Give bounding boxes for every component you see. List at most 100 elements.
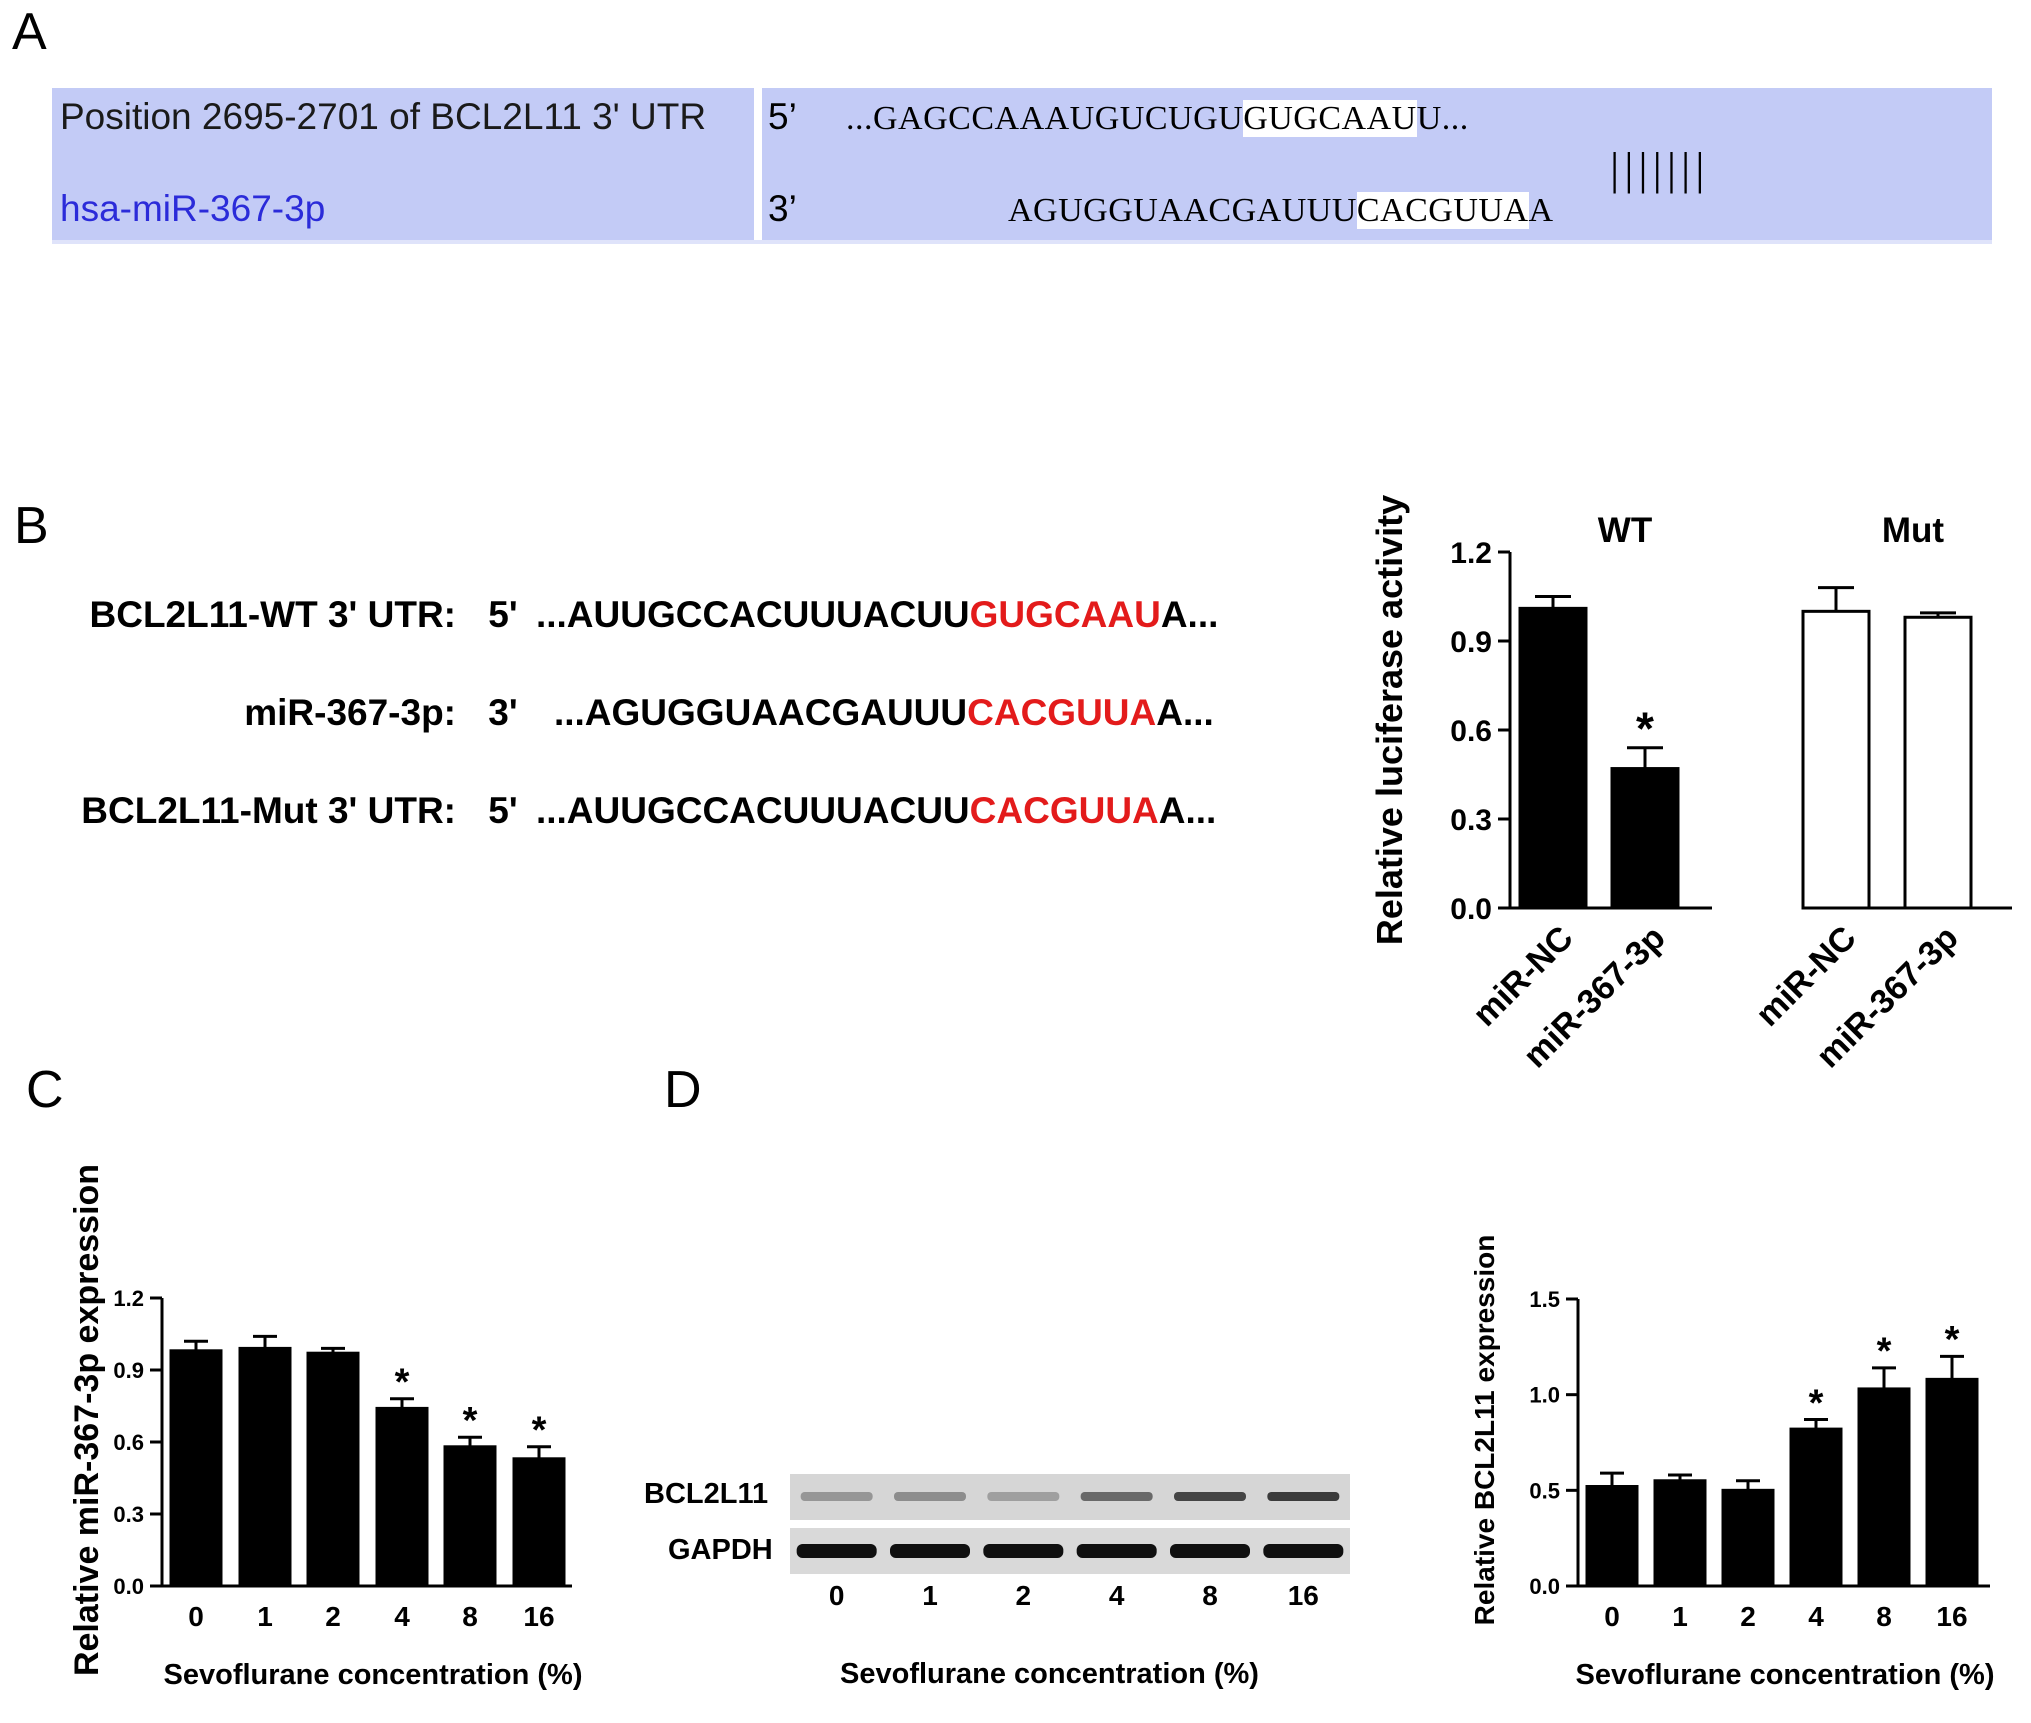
blot-lane-label: 0 (828, 1580, 845, 1611)
band-bcl2l11 (800, 1492, 873, 1501)
blot-bands (796, 1492, 1344, 1558)
mirna-prime-label: 3’ (768, 188, 797, 229)
group-label-wt: WT (1598, 511, 1652, 550)
band-gapdh (1076, 1544, 1157, 1558)
alignment-divider (754, 88, 762, 240)
bcl2l11-ytick-label: 1.0 (1529, 1383, 1560, 1408)
luciferase-ytick-label: 1.2 (1450, 537, 1492, 570)
panel-letter-d: D (664, 1061, 702, 1119)
luciferase-ytick-label: 0.6 (1450, 715, 1492, 748)
blot-lane-label: 4 (1108, 1580, 1125, 1611)
blot-row-label-gapdh: GAPDH (668, 1534, 773, 1566)
band-bcl2l11 (894, 1492, 966, 1501)
mut-utr-seq-pre: ...AUUGCCACUUUACUU (535, 790, 970, 831)
luciferase-chart: Relative luciferase activity WT Mut 0.0 0… (1369, 495, 2012, 1075)
mir367-significance-marker: * (532, 1410, 547, 1452)
mir367-category-label: 2 (325, 1601, 341, 1632)
band-gapdh (1170, 1544, 1250, 1558)
mir367-bar (169, 1349, 223, 1588)
mir367-category-label: 8 (462, 1601, 478, 1632)
mir367-ytick-label: 0.0 (113, 1574, 144, 1599)
mir367-ytick-label: 0.9 (113, 1358, 144, 1383)
mir367-significance-marker: * (463, 1400, 478, 1442)
wt-utr-seq-site: GUGCAAU (969, 594, 1161, 635)
luciferase-ytick-label: 0.0 (1450, 893, 1492, 926)
alignment-underline (52, 240, 1992, 244)
mirna-row: miR-367-3p: 3' ...AGUGGUAACGAUUUCACGUUAA… (40, 692, 1214, 734)
bcl2l11-category-label: 0 (1604, 1601, 1620, 1632)
blot-lane-label: 16 (1287, 1580, 1319, 1611)
mir367-xlabel: Sevoflurane concentration (%) (164, 1659, 583, 1691)
band-gapdh (890, 1544, 970, 1558)
mir367-ytick-label: 0.6 (113, 1430, 144, 1455)
mirna-label: miR-367-3p: (244, 692, 456, 733)
blot-row-label-bcl2l11: BCL2L11 (644, 1478, 769, 1510)
mut-utr-seq-site: CACGUUA (969, 790, 1159, 831)
mir367-category-label: 1 (257, 1601, 273, 1632)
bcl2l11-bar (1721, 1488, 1775, 1588)
bcl2l11-xlabel: Sevoflurane concentration (%) (1576, 1659, 1995, 1691)
mir367-bars: 0 1 2 * 4 * 8 * 16 (169, 1334, 566, 1632)
bcl2l11-significance-marker: * (1809, 1382, 1824, 1424)
mir367-bar (443, 1445, 497, 1588)
bcl2l11-ylabel: Relative BCL2L11 expression (1469, 1235, 1500, 1626)
group-label-mut: Mut (1882, 511, 1945, 550)
bcl2l11-category-label: 2 (1740, 1601, 1756, 1632)
bcl2l11-bar (1925, 1377, 1979, 1588)
luciferase-bar (1801, 609, 1871, 910)
blot-bg-gapdh (790, 1528, 1350, 1574)
luciferase-significance-marker: * (1636, 702, 1654, 754)
bcl2l11-bar (1789, 1427, 1843, 1588)
wt-utr-seq-pre: ...AUUGCCACUUUACUU (535, 594, 970, 635)
blot-xlabel: Sevoflurane concentration (%) (840, 1658, 1259, 1690)
mirna-seq-post: A (1528, 192, 1554, 229)
mir367-category-label: 0 (188, 1601, 204, 1632)
blot-image (790, 1474, 1350, 1574)
band-bcl2l11 (1267, 1492, 1340, 1501)
band-bcl2l11 (1080, 1492, 1153, 1501)
utr-seq-pre: ...GAGCCAAAUGUCUGU (846, 100, 1244, 137)
mirna-seq-site: CACGUUA (1356, 192, 1529, 229)
mir367-bar (375, 1406, 429, 1588)
band-gapdh (796, 1544, 877, 1558)
wt-utr-row: BCL2L11-WT 3' UTR: 5' ...AUUGCCACUUUACUU… (40, 594, 1219, 636)
band-gapdh (1263, 1544, 1344, 1558)
utr-prime-label: 5’ (768, 96, 797, 137)
band-bcl2l11 (1174, 1492, 1246, 1501)
bcl2l11-category-label: 16 (1936, 1601, 1967, 1632)
bcl2l11-category-label: 1 (1672, 1601, 1688, 1632)
blot-lane-label: 8 (1202, 1580, 1218, 1611)
blot-bg-bcl2l11 (790, 1474, 1350, 1520)
mir367-category-label: 4 (394, 1601, 410, 1632)
bcl2l11-significance-marker: * (1945, 1319, 1960, 1361)
luciferase-ytick-label: 0.9 (1450, 626, 1492, 659)
mut-utr-row: BCL2L11-Mut 3' UTR: 5' ...AUUGCCACUUUACU… (40, 790, 1216, 832)
mir367-significance-marker: * (395, 1362, 410, 1404)
mut-utr-label: BCL2L11-Mut 3' UTR: (81, 790, 456, 831)
utr-seq-site: GUGCAAU (1243, 100, 1417, 137)
wt-utr-prime: 5' (488, 594, 518, 635)
panel-letter-a: A (12, 3, 47, 61)
bcl2l11-significance-marker: * (1877, 1331, 1892, 1373)
mirna-link-label[interactable]: hsa-miR-367-3p (60, 188, 326, 229)
blot-lane-labels: 0 1 2 4 8 16 (790, 1580, 1350, 1620)
bcl2l11-category-label: 4 (1808, 1601, 1824, 1632)
utr-position-label: Position 2695-2701 of BCL2L11 3' UTR (60, 96, 707, 137)
band-bcl2l11 (987, 1492, 1060, 1501)
alignment-box (52, 88, 1992, 240)
bcl2l11-ytick-label: 0.0 (1529, 1574, 1560, 1599)
bcl2l11-axis: 0.0 0.5 1.0 1.5 (1529, 1287, 1990, 1599)
mir367-category-label: 16 (523, 1601, 554, 1632)
mir367-chart: Relative miR-367-3p expression Sevoflura… (68, 1164, 583, 1691)
band-gapdh (983, 1544, 1064, 1558)
mir367-ylabel: Relative miR-367-3p expression (68, 1164, 106, 1676)
mirna-seq-site: CACGUUA (967, 692, 1157, 733)
mirna-seq-pre: AGUGGUAACGAUUU (1008, 192, 1357, 229)
mir367-bar (238, 1346, 292, 1588)
utr-seq-post: U... (1416, 100, 1469, 137)
bcl2l11-category-label: 8 (1876, 1601, 1892, 1632)
mut-utr-prime: 5' (488, 790, 518, 831)
mir367-bar (512, 1457, 566, 1588)
bcl2l11-ytick-label: 1.5 (1529, 1287, 1560, 1312)
